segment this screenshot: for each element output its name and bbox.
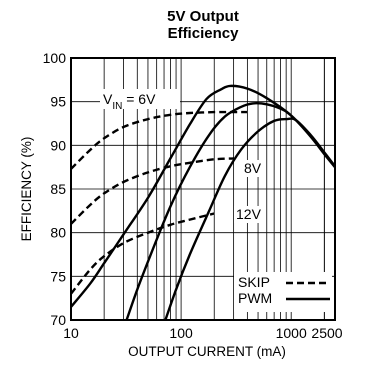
annotation-bg <box>100 89 180 109</box>
y-tick-label: 80 <box>50 225 66 241</box>
annotation-vin: VIN = 6V <box>103 91 156 112</box>
y-tick-label: 95 <box>50 94 66 110</box>
skip-curve-2 <box>70 212 215 295</box>
chart-title-line: Efficiency <box>168 25 240 42</box>
y-tick-label: 75 <box>50 268 66 284</box>
y-tick-label: 100 <box>43 50 67 66</box>
annotation-12v: 12V <box>236 206 262 222</box>
annotation-8v: 8V <box>244 160 262 176</box>
y-tick-labels: 70 75 80 85 90 95 100 <box>43 50 67 328</box>
pwm-curve-5 <box>164 117 336 321</box>
x-tick-label: 1000 <box>276 325 307 341</box>
series-lines <box>70 84 336 321</box>
x-tick-labels: 10 100 1000 2500 <box>63 325 343 341</box>
y-tick-label: 85 <box>50 181 66 197</box>
y-tick-label: 90 <box>50 137 66 153</box>
y-axis-label: EFFICIENCY (%) <box>19 137 34 242</box>
legend-label-pwm: PWM <box>238 290 272 306</box>
plot-frame <box>70 57 336 321</box>
legend-label-skip: SKIP <box>238 274 270 290</box>
x-tick-label: 100 <box>169 325 193 341</box>
chart-title-line: 5V Output <box>167 8 239 25</box>
skip-curve-1 <box>70 157 234 225</box>
annotation-vin-main: V <box>103 91 113 107</box>
x-tick-label: 2500 <box>311 325 342 341</box>
annotation-bg <box>234 206 266 223</box>
x-axis-label: OUTPUT CURRENT (mA) <box>128 344 286 359</box>
skip-curve-0 <box>70 110 248 170</box>
x-tick-label: 10 <box>63 325 79 341</box>
legend-bg <box>234 272 332 312</box>
annotation-vin-rest: = 6V <box>122 91 156 107</box>
series-annotations: VIN = 6V 8V 12V <box>100 89 266 223</box>
y-tick-label: 70 <box>50 312 66 328</box>
annotation-vin-sub: IN <box>112 101 122 112</box>
annotation-bg <box>242 160 266 177</box>
